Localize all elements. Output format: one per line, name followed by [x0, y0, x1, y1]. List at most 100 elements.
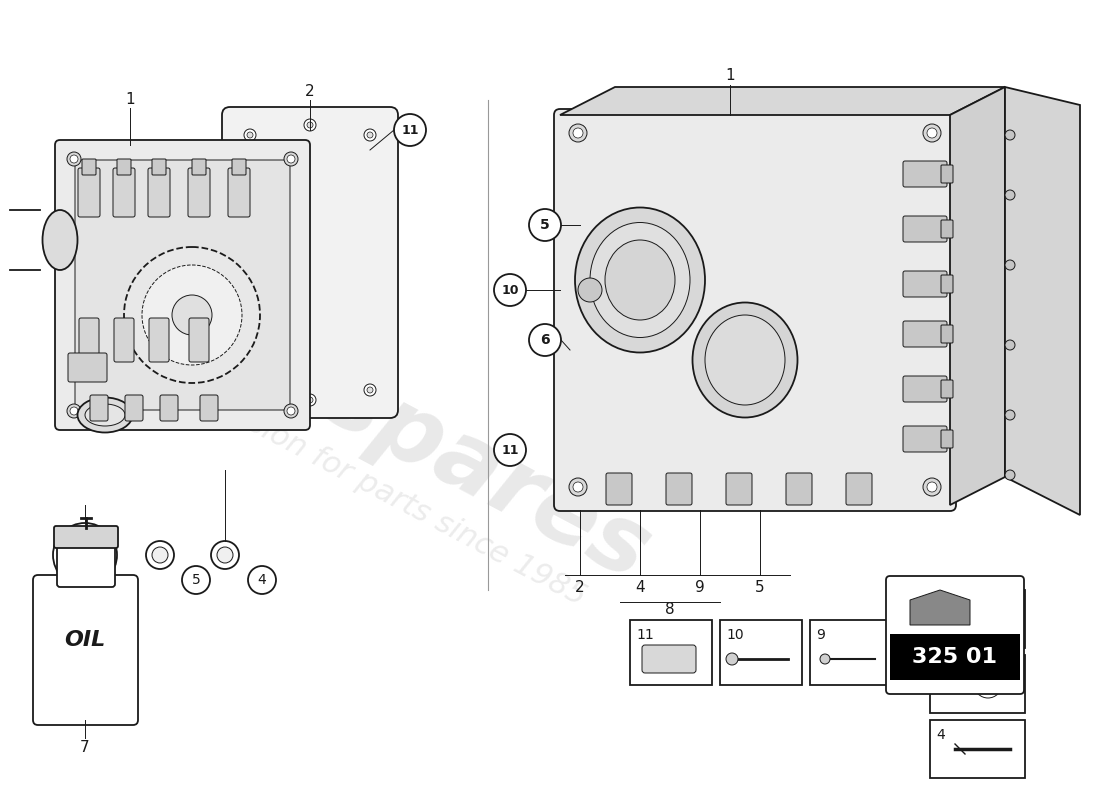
Polygon shape	[950, 87, 1005, 505]
FancyBboxPatch shape	[200, 395, 218, 421]
Ellipse shape	[605, 240, 675, 320]
Circle shape	[394, 114, 426, 146]
FancyBboxPatch shape	[846, 473, 872, 505]
Ellipse shape	[85, 404, 125, 426]
Circle shape	[364, 129, 376, 141]
Polygon shape	[560, 87, 1005, 115]
Text: 5: 5	[191, 573, 200, 587]
FancyBboxPatch shape	[125, 395, 143, 421]
Circle shape	[67, 152, 81, 166]
Circle shape	[927, 482, 937, 492]
FancyBboxPatch shape	[930, 590, 1025, 648]
Circle shape	[1005, 190, 1015, 200]
Circle shape	[67, 404, 81, 418]
Circle shape	[287, 407, 295, 415]
Circle shape	[124, 247, 260, 383]
Text: 9: 9	[816, 628, 825, 642]
Text: 10: 10	[726, 628, 744, 642]
Circle shape	[284, 404, 298, 418]
Text: 6: 6	[936, 598, 945, 612]
FancyBboxPatch shape	[606, 473, 632, 505]
FancyBboxPatch shape	[903, 426, 947, 452]
FancyBboxPatch shape	[666, 473, 692, 505]
FancyBboxPatch shape	[903, 161, 947, 187]
FancyBboxPatch shape	[940, 325, 953, 343]
Circle shape	[980, 676, 996, 692]
Circle shape	[494, 274, 526, 306]
FancyBboxPatch shape	[148, 168, 170, 217]
FancyBboxPatch shape	[148, 318, 169, 362]
Bar	[890, 634, 1020, 680]
Circle shape	[287, 155, 295, 163]
Text: 11: 11	[402, 123, 419, 137]
FancyBboxPatch shape	[903, 321, 947, 347]
Text: 8: 8	[666, 602, 674, 618]
Circle shape	[1005, 410, 1015, 420]
Text: 5: 5	[540, 218, 550, 232]
FancyBboxPatch shape	[222, 107, 398, 418]
Text: 1: 1	[125, 93, 135, 107]
FancyBboxPatch shape	[114, 318, 134, 362]
Circle shape	[529, 209, 561, 241]
Polygon shape	[1005, 87, 1080, 515]
Ellipse shape	[983, 604, 1001, 634]
Circle shape	[307, 122, 314, 128]
Text: OIL: OIL	[65, 630, 106, 650]
FancyBboxPatch shape	[940, 165, 953, 183]
Circle shape	[70, 155, 78, 163]
Circle shape	[1005, 260, 1015, 270]
FancyBboxPatch shape	[940, 430, 953, 448]
Text: 5: 5	[756, 581, 764, 595]
FancyBboxPatch shape	[228, 168, 250, 217]
FancyBboxPatch shape	[57, 539, 116, 587]
FancyBboxPatch shape	[720, 620, 802, 685]
Circle shape	[211, 541, 239, 569]
FancyBboxPatch shape	[630, 620, 712, 685]
FancyBboxPatch shape	[79, 318, 99, 362]
FancyBboxPatch shape	[189, 318, 209, 362]
Ellipse shape	[705, 315, 785, 405]
Circle shape	[244, 384, 256, 396]
Polygon shape	[910, 590, 970, 625]
FancyBboxPatch shape	[54, 526, 118, 548]
FancyBboxPatch shape	[930, 655, 1025, 713]
FancyBboxPatch shape	[152, 159, 166, 175]
Circle shape	[248, 132, 253, 138]
Circle shape	[304, 394, 316, 406]
Text: 4: 4	[635, 581, 645, 595]
Ellipse shape	[693, 302, 798, 418]
Text: 2: 2	[305, 85, 315, 99]
Circle shape	[172, 295, 212, 335]
Text: 4: 4	[257, 573, 266, 587]
Circle shape	[142, 265, 242, 365]
Ellipse shape	[43, 210, 77, 270]
Circle shape	[573, 482, 583, 492]
Circle shape	[974, 670, 1002, 698]
Circle shape	[578, 278, 602, 302]
FancyBboxPatch shape	[90, 395, 108, 421]
Circle shape	[1005, 340, 1015, 350]
FancyBboxPatch shape	[192, 159, 206, 175]
Circle shape	[284, 152, 298, 166]
Text: 9: 9	[695, 581, 705, 595]
Circle shape	[53, 523, 117, 587]
FancyBboxPatch shape	[33, 575, 138, 725]
FancyBboxPatch shape	[82, 159, 96, 175]
FancyBboxPatch shape	[940, 220, 953, 238]
Text: eurospares: eurospares	[95, 239, 666, 601]
Circle shape	[927, 128, 937, 138]
Circle shape	[248, 566, 276, 594]
Text: 6: 6	[540, 333, 550, 347]
FancyBboxPatch shape	[554, 109, 956, 511]
Circle shape	[726, 653, 738, 665]
Text: 11: 11	[636, 628, 653, 642]
Ellipse shape	[575, 207, 705, 353]
FancyBboxPatch shape	[160, 395, 178, 421]
Text: 7: 7	[80, 741, 90, 755]
Circle shape	[494, 434, 526, 466]
FancyBboxPatch shape	[68, 353, 107, 382]
Text: 11: 11	[502, 443, 519, 457]
Circle shape	[820, 654, 830, 664]
Circle shape	[248, 387, 253, 393]
Text: 3: 3	[80, 582, 90, 598]
